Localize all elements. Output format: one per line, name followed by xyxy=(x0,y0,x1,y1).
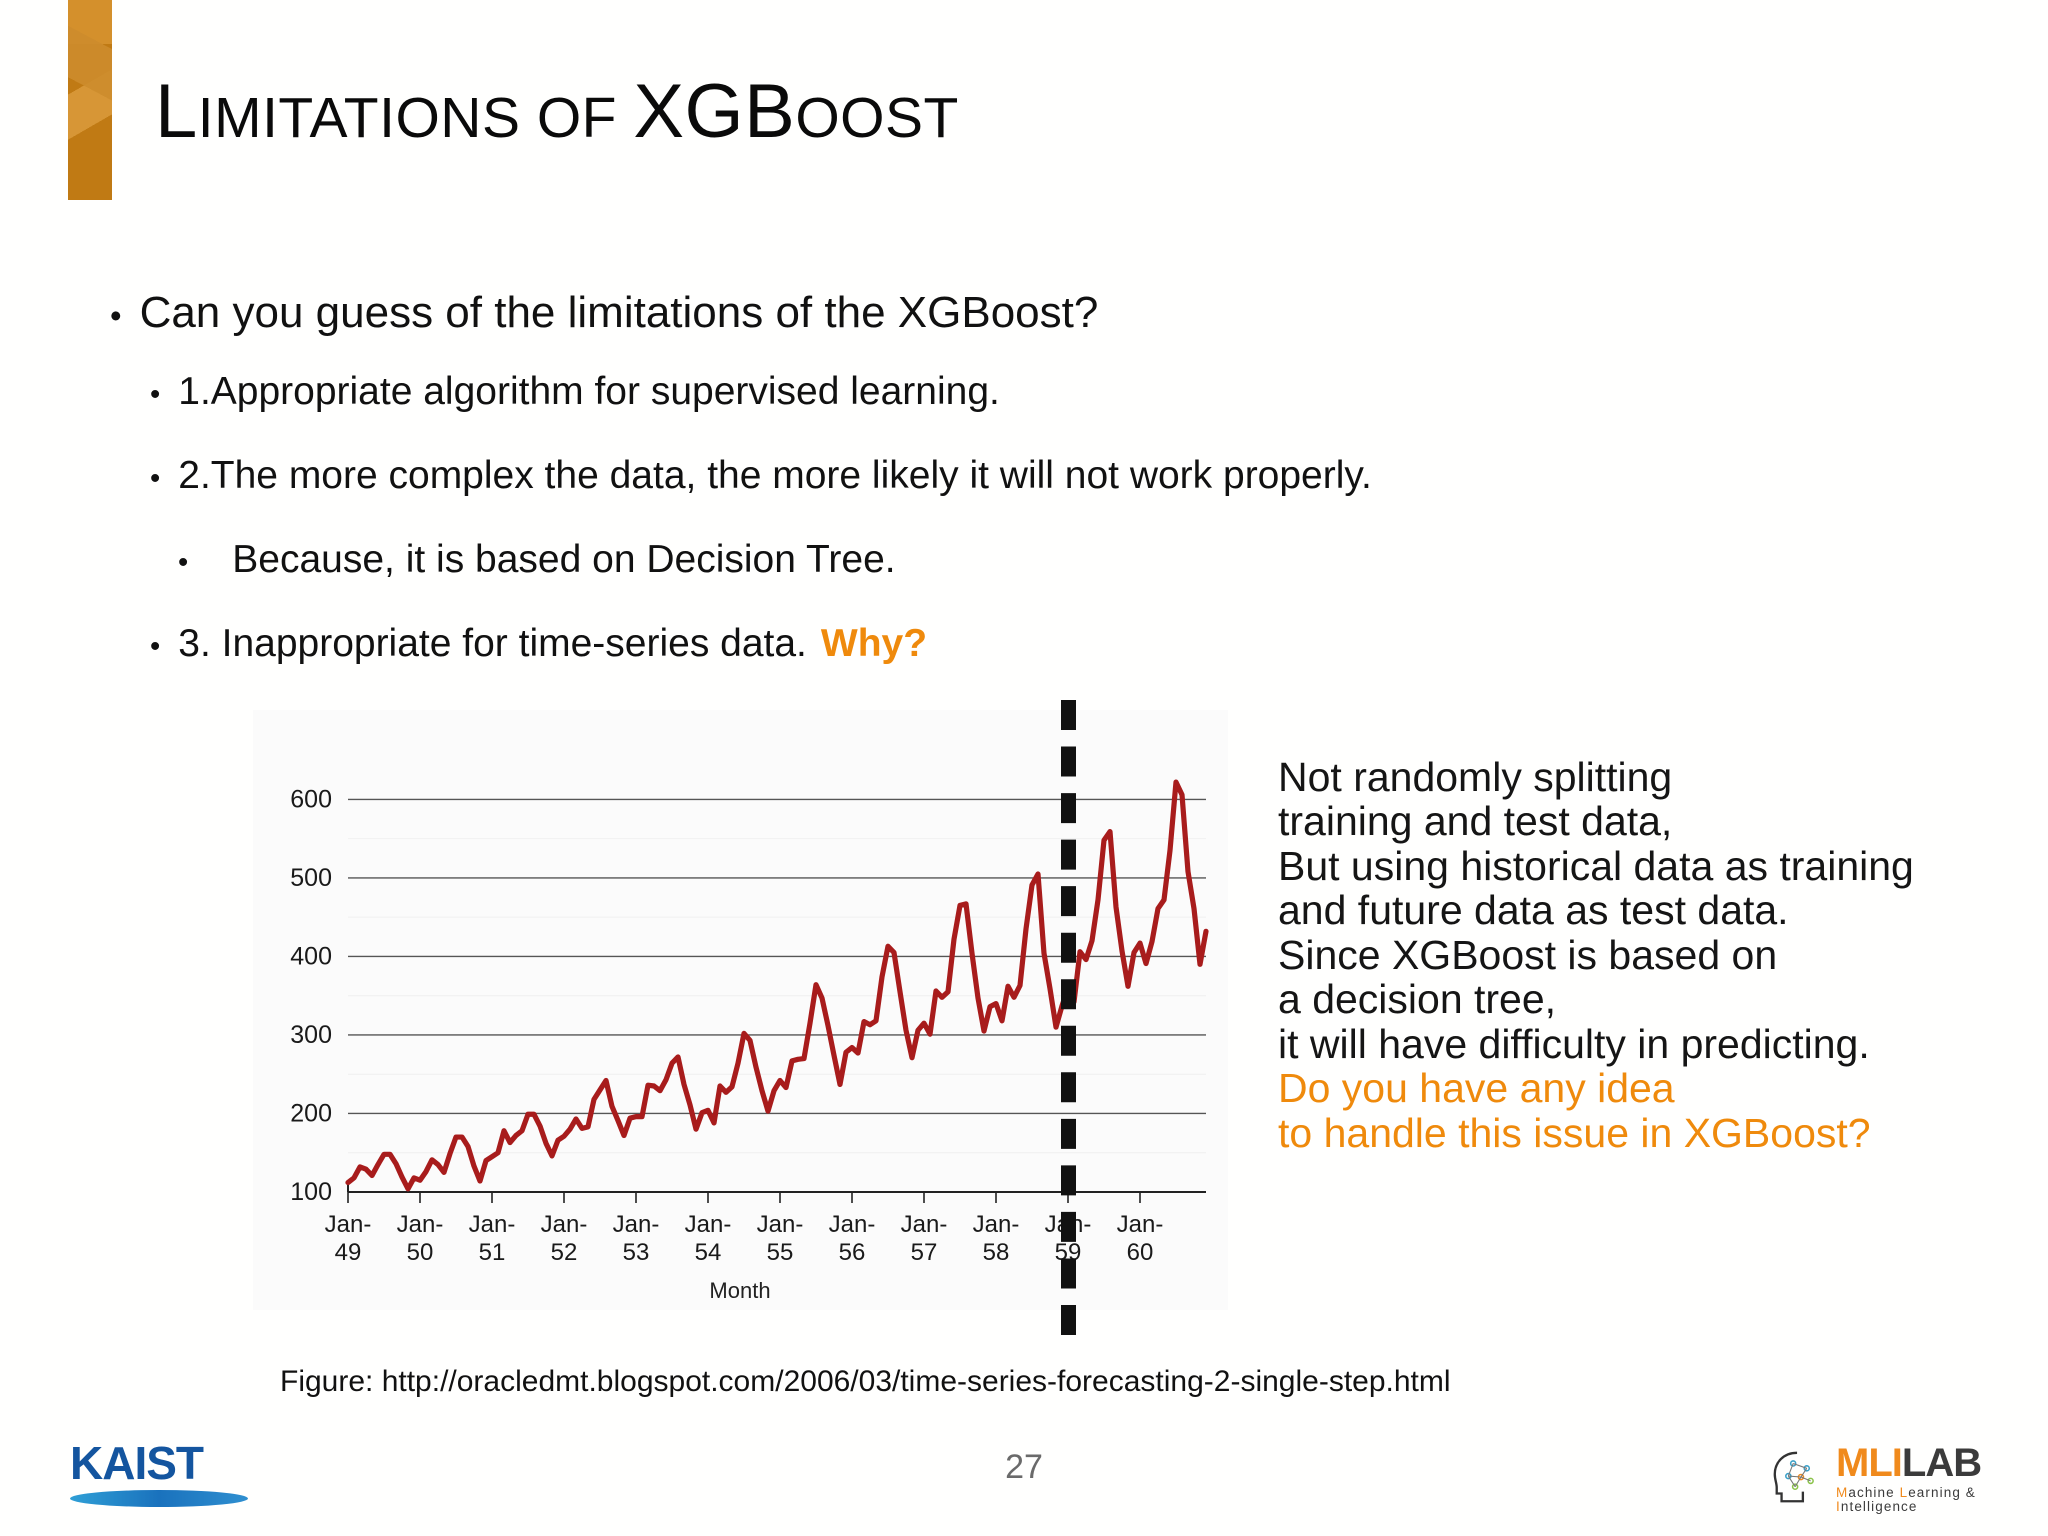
note-accent-line: Do you have any idea xyxy=(1278,1065,1675,1112)
chart-y-tick-label: 600 xyxy=(290,785,332,813)
kaist-logo: KAIST xyxy=(70,1440,260,1518)
chart-x-tick-label-top: Jan- xyxy=(397,1211,444,1238)
mlilab-logo-wordmark: MLILAB xyxy=(1836,1443,2018,1483)
figure-source-caption: Figure: http://oracledmt.blogspot.com/20… xyxy=(280,1365,1451,1398)
tagline-earning: earning & xyxy=(1908,1485,1976,1500)
chart-x-tick-label-top: Jan- xyxy=(1117,1211,1164,1238)
explanation-note: Not randomly splitting training and test … xyxy=(1278,754,1914,1156)
chart-y-tick-label: 100 xyxy=(290,1178,332,1206)
chart-x-tick-label-top: Jan- xyxy=(325,1211,372,1238)
title-smallcaps-oost: OOST xyxy=(795,86,959,150)
kaist-swoosh-icon xyxy=(70,1490,248,1507)
chart-x-tick-label-bottom: 51 xyxy=(479,1239,506,1266)
note-line: Not randomly splitting xyxy=(1278,754,1673,800)
bullet-level1-question: • Can you guess of the limitations of th… xyxy=(110,288,1098,338)
note-line: But using historical data as training xyxy=(1278,842,1914,889)
chart-x-tick-label-bottom: 56 xyxy=(839,1239,866,1266)
chart-y-tick-labels: 100 200 300 400 500 600 xyxy=(290,785,332,1206)
chart-x-tick-label-bottom: 49 xyxy=(335,1239,362,1266)
chart-x-tick-label-top: Jan- xyxy=(829,1211,876,1238)
title-smallcaps-of: OF xyxy=(520,86,634,150)
page-number: 27 xyxy=(1005,1448,1043,1486)
chart-x-tick-label-top: Jan- xyxy=(757,1211,804,1238)
chart-x-tick-label-bottom: 50 xyxy=(407,1239,434,1266)
chart-x-axis-title: Month xyxy=(709,1278,770,1303)
brain-head-icon xyxy=(1773,1451,1814,1503)
chart-x-tick-marks xyxy=(347,1192,1141,1203)
tagline-ntelligence: ntelligence xyxy=(1840,1498,1918,1514)
mlilab-letter-l1: L xyxy=(1868,1441,1892,1485)
chart-x-tick-label-top: Jan- xyxy=(901,1211,948,1238)
chart-x-tick-label-top: Jan- xyxy=(541,1211,588,1238)
bullet-dot-icon: • xyxy=(178,547,189,579)
bullet-dot-icon: • xyxy=(110,297,122,334)
bullet-text: 2.The more complex the data, the more li… xyxy=(178,454,1372,497)
chart-y-tick-label: 300 xyxy=(290,1021,332,1049)
bullet-level3-because: • Because, it is based on Decision Tree. xyxy=(178,538,896,582)
chart-x-tick-label-top: Jan- xyxy=(973,1211,1020,1238)
note-line: it will have difficulty in predicting. xyxy=(1278,1020,1870,1067)
mlilab-letter-l2: L xyxy=(1901,1441,1926,1485)
title-smallcaps-imitations: IMITATIONS xyxy=(197,86,521,150)
bullet-level2-item1: • 1.Appropriate algorithm for supervised… xyxy=(150,370,1000,414)
note-accent-line: to handle this issue in XGBoost? xyxy=(1278,1109,1871,1156)
bullet-dot-icon: • xyxy=(150,631,161,663)
kaist-logo-text: KAIST xyxy=(70,1437,204,1489)
tagline-i: I xyxy=(1836,1498,1841,1514)
title-cap-l: L xyxy=(155,69,198,154)
bullet-dot-icon: • xyxy=(150,379,161,411)
why-emphasis: Why? xyxy=(820,622,928,665)
note-line: training and test data, xyxy=(1278,798,1673,845)
page-title: LIMITATIONS OF XGBOOST xyxy=(155,68,959,155)
chart-x-tick-label-bottom: 54 xyxy=(695,1239,722,1266)
chart-y-tick-label: 500 xyxy=(290,864,332,892)
title-accent-bar xyxy=(68,0,112,200)
time-series-chart: 100 200 300 400 500 600 Jan- 49 Jan- 50 Jan- 51 Jan… xyxy=(253,710,1228,1310)
bullet-text: Because, it is based on Decision Tree. xyxy=(232,538,896,581)
chart-x-tick-label-bottom: 58 xyxy=(983,1239,1010,1266)
mlilab-letter-i: I xyxy=(1891,1441,1903,1485)
chart-x-tick-label-bottom: 53 xyxy=(623,1239,650,1266)
chart-x-tick-label-top: Jan- xyxy=(685,1211,732,1238)
chart-x-tick-label-bottom: 52 xyxy=(551,1239,578,1266)
chart-y-tick-label: 200 xyxy=(290,1099,332,1127)
chart-x-tick-label-bottom: 57 xyxy=(911,1239,938,1266)
note-line: Since XGBoost is based on xyxy=(1278,931,1778,978)
chart-x-tick-labels: Jan-49Jan-50Jan-51Jan-52Jan-53Jan-54Jan-… xyxy=(325,1211,1164,1266)
mlilab-letter-m: M xyxy=(1836,1441,1869,1485)
chart-x-tick-label-top: Jan- xyxy=(469,1211,516,1238)
train-test-split-line xyxy=(1061,700,1076,1335)
note-line: and future data as test data. xyxy=(1278,887,1789,934)
tagline-achine: achine xyxy=(1848,1485,1900,1500)
bullet-dot-icon: • xyxy=(150,463,161,495)
bullet-text: 3. Inappropriate for time-series data. xyxy=(178,622,807,665)
bullet-level2-item2: • 2.The more complex the data, the more … xyxy=(150,454,1372,498)
mlilab-letter-a: A xyxy=(1925,1441,1954,1485)
bullet-level2-item3: • 3. Inappropriate for time-series data.… xyxy=(150,622,927,666)
tagline-m: M xyxy=(1836,1485,1849,1500)
chart-y-tick-label: 400 xyxy=(290,942,332,970)
tagline-l: L xyxy=(1899,1485,1909,1500)
chart-x-tick-label-bottom: 55 xyxy=(767,1239,794,1266)
mlilab-logo-tagline: Machine Learning & Intelligence xyxy=(1836,1486,2018,1513)
title-cap-xgb: XGB xyxy=(633,69,796,154)
bullet-text: 1.Appropriate algorithm for supervised l… xyxy=(178,370,1000,413)
note-line: a decision tree, xyxy=(1278,976,1557,1023)
chart-x-tick-label-top: Jan- xyxy=(613,1211,660,1238)
mlilab-logo: MLILAB Machine Learning & Intelligence xyxy=(1768,1437,2018,1519)
mlilab-letter-b: B xyxy=(1953,1441,1982,1485)
bullet-text: Can you guess of the limitations of the … xyxy=(139,288,1099,337)
chart-x-tick-label-bottom: 60 xyxy=(1127,1239,1154,1266)
